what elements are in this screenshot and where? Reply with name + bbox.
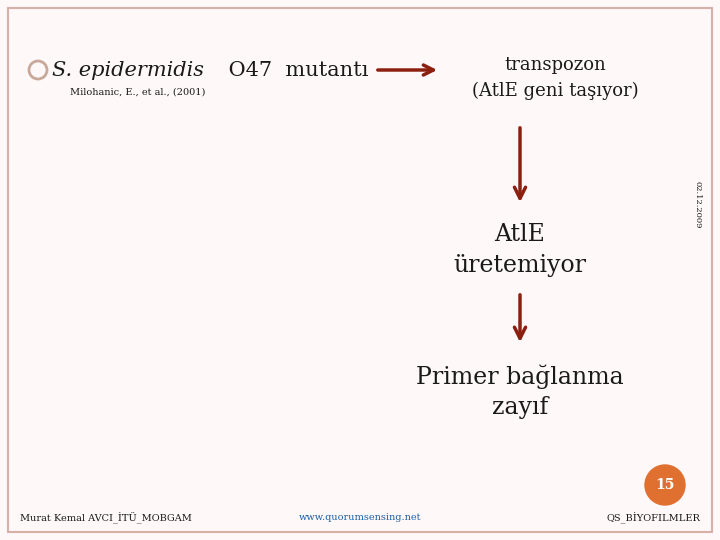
Text: 15: 15 (655, 478, 675, 492)
Text: QS_BİYOFILMLER: QS_BİYOFILMLER (606, 512, 700, 524)
Text: S. epidermidis: S. epidermidis (52, 60, 204, 79)
Text: Primer bağlanma
zayıf: Primer bağlanma zayıf (416, 364, 624, 420)
Text: www.quorumsensing.net: www.quorumsensing.net (299, 514, 421, 523)
Text: Murat Kemal AVCI_İTÜ_MOBGAM: Murat Kemal AVCI_İTÜ_MOBGAM (20, 512, 192, 524)
Text: O47  mutantı: O47 mutantı (222, 60, 369, 79)
Text: transpozon
(AtlE geni taşıyor): transpozon (AtlE geni taşıyor) (472, 56, 639, 100)
Text: 02.12.2009: 02.12.2009 (694, 181, 702, 229)
Text: AtlE
üretemiyor: AtlE üretemiyor (454, 224, 587, 276)
Circle shape (645, 465, 685, 505)
Text: Milohanic, E., et al., (2001): Milohanic, E., et al., (2001) (70, 87, 205, 97)
